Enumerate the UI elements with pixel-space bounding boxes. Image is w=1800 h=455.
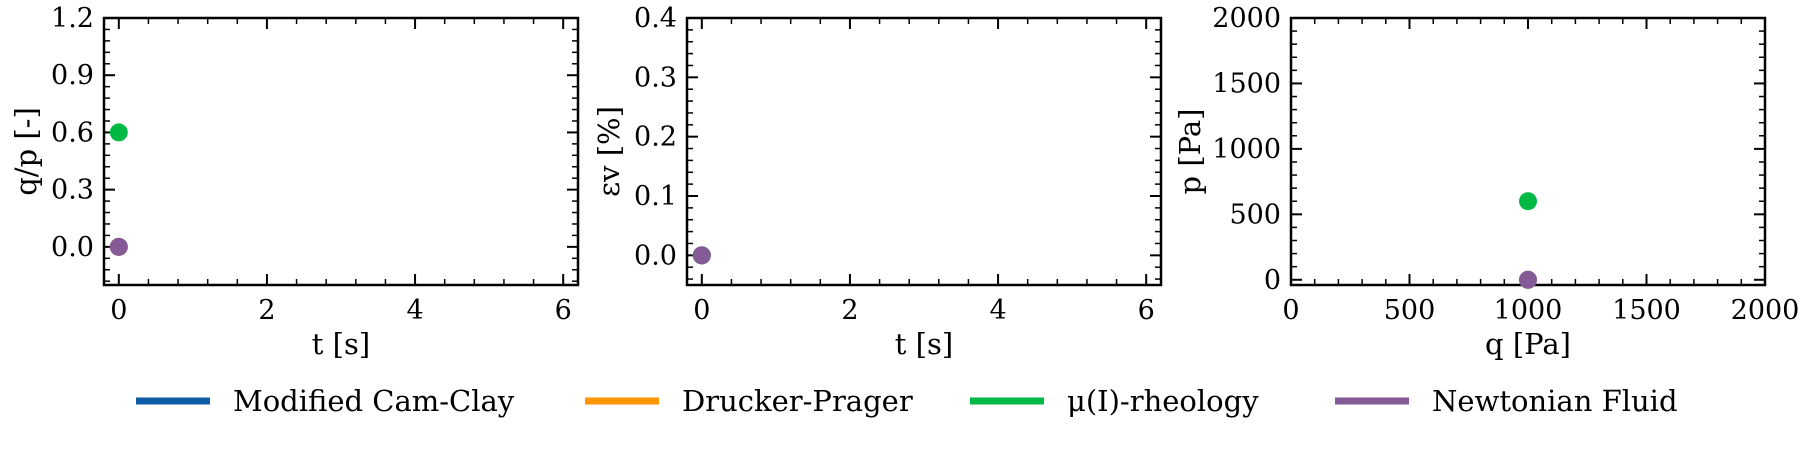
- x-tick-label: 2000: [1731, 295, 1800, 326]
- y-tick-label: 0.2: [634, 122, 677, 153]
- x-tick-label: 500: [1384, 295, 1436, 326]
- y-tick-label: 0.3: [634, 62, 677, 93]
- data-point: [109, 123, 128, 142]
- legend-label: Modified Cam-Clay: [233, 384, 515, 418]
- x-axis-label: t [s]: [312, 327, 370, 361]
- legend: Modified Cam-Clay Drucker-Prager μ(I)-rheo…: [136, 384, 1678, 418]
- x-tick-label: 2: [841, 295, 858, 326]
- panel-1: 0 2 4 6 0.0 0.3 0.6 0.9 1.2 t [s] q/p [-]: [9, 3, 580, 361]
- x-tick-label: 1500: [1612, 295, 1681, 326]
- x-axis-label: q [Pa]: [1485, 327, 1571, 361]
- legend-label: Drucker-Prager: [682, 384, 913, 418]
- x-axis-label: t [s]: [895, 327, 953, 361]
- y-tick-label: 0.4: [634, 3, 677, 34]
- x-tick-label: 0: [1282, 295, 1299, 326]
- data-point: [1519, 192, 1537, 211]
- legend-label: Newtonian Fluid: [1432, 384, 1678, 418]
- y-tick-label: 0.6: [51, 117, 94, 148]
- y-tick-label: 0.1: [634, 181, 677, 212]
- x-tick-label: 2: [258, 295, 275, 326]
- axes-frame: [1289, 16, 1767, 287]
- y-tick-label: 1.2: [51, 3, 94, 34]
- y-tick-label: 0.0: [634, 240, 677, 271]
- x-tick-label: 0: [693, 295, 710, 326]
- data-point: [1519, 270, 1537, 289]
- data-point: [109, 237, 128, 256]
- y-tick-label: 0.0: [51, 232, 94, 263]
- legend-label: μ(I)-rheology: [1067, 384, 1259, 418]
- y-tick-label: 500: [1229, 199, 1281, 230]
- data-point: [692, 246, 711, 265]
- y-tick-label: 0: [1264, 265, 1281, 296]
- x-tick-label: 6: [555, 295, 572, 326]
- y-tick-label: 0.3: [51, 175, 94, 206]
- x-tick-label: 4: [989, 295, 1006, 326]
- axes-frame: [685, 16, 1163, 287]
- panel-2: 0 2 4 6 0.0 0.1 0.2 0.3 0.4 t [s] εv [%]: [592, 3, 1163, 361]
- panel-3: 0 500 1000 1500 2000 0 500 1000 1500 2000 q [Pa] p …: [1173, 3, 1799, 361]
- y-axis-label: p [Pa]: [1173, 109, 1207, 195]
- y-tick-label: 0.9: [51, 60, 94, 91]
- y-tick-label: 1500: [1212, 68, 1281, 99]
- y-axis-label: εv [%]: [592, 106, 626, 197]
- axes-frame: [102, 16, 580, 287]
- x-tick-label: 1000: [1494, 295, 1563, 326]
- x-tick-label: 6: [1138, 295, 1155, 326]
- y-tick-label: 2000: [1212, 3, 1281, 34]
- x-tick-label: 4: [406, 295, 423, 326]
- y-axis-label: q/p [-]: [9, 107, 43, 196]
- x-tick-label: 0: [110, 295, 127, 326]
- y-tick-label: 1000: [1212, 134, 1281, 165]
